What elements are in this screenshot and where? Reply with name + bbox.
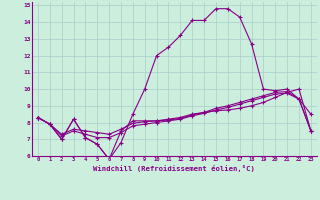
X-axis label: Windchill (Refroidissement éolien,°C): Windchill (Refroidissement éolien,°C) bbox=[93, 165, 255, 172]
